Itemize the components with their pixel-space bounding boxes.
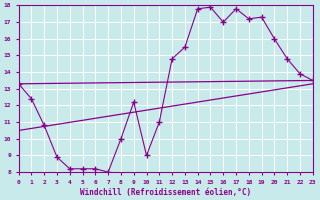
X-axis label: Windchill (Refroidissement éolien,°C): Windchill (Refroidissement éolien,°C) — [80, 188, 251, 197]
